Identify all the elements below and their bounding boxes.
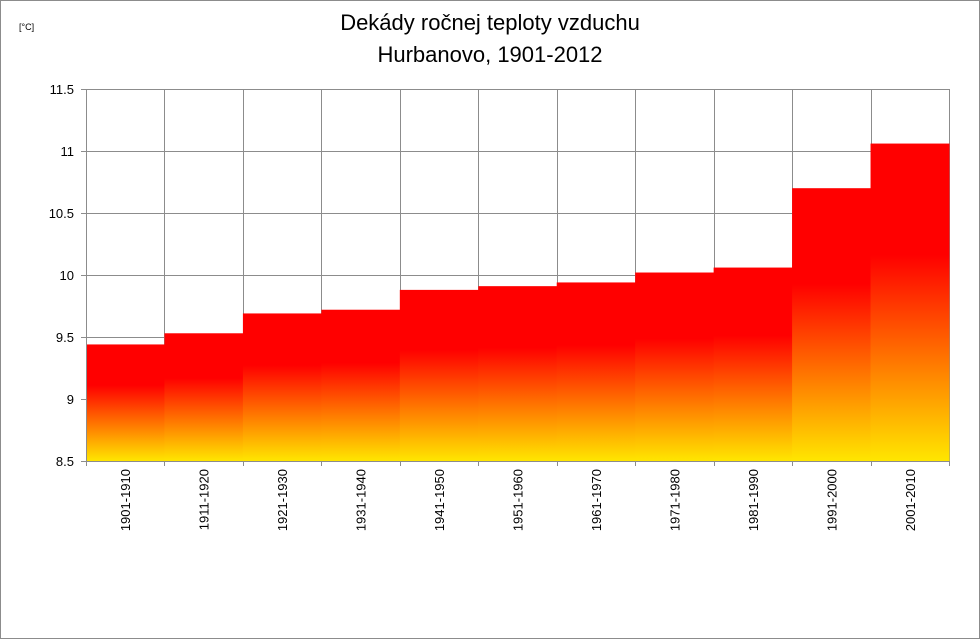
bar-2001-2010: [870, 143, 950, 461]
bar-1971-1980: [635, 272, 715, 461]
bar-1981-1990: [713, 267, 793, 461]
axes: [81, 89, 950, 466]
bar-1901-1910: [86, 344, 165, 461]
x-tick-label: 1901-1910: [118, 469, 133, 531]
y-axis-unit-label: [°C]: [19, 22, 35, 32]
x-tick-label: 1951-1960: [511, 469, 526, 531]
chart-title-line-1: Dekády ročnej teploty vzduchu: [340, 10, 640, 35]
x-tick-label: 1941-1950: [432, 469, 447, 531]
y-tick-label: 11: [61, 144, 75, 159]
x-tick-label: 1971-1980: [667, 469, 682, 531]
chart-title: Dekády ročnej teploty vzduchu Hurbanovo,…: [1, 7, 979, 71]
y-tick-label: 10: [60, 268, 74, 283]
bar-1931-1940: [321, 309, 401, 461]
chart-title-line-2: Hurbanovo, 1901-2012: [377, 42, 603, 67]
x-tick-label: 1991-2000: [824, 469, 839, 531]
y-tick-label: 11.5: [50, 82, 74, 97]
x-tick-label: 1931-1940: [354, 469, 369, 531]
x-tick-label: 2001-2010: [903, 469, 918, 531]
y-tick-labels: 8.5 9 9.5 10 10.5 11 11.5: [49, 82, 74, 469]
x-tick-label: 1921-1930: [275, 469, 290, 531]
bars: [86, 143, 950, 461]
y-tick-label: 8.5: [56, 454, 74, 469]
bar-1941-1950: [399, 289, 479, 461]
bar-1991-2000: [792, 188, 872, 461]
x-tick-label: 1961-1970: [589, 469, 604, 531]
y-tick-label: 10.5: [49, 206, 74, 221]
bar-1961-1970: [556, 282, 636, 461]
x-tick-label: 1911-1920: [197, 469, 212, 530]
bar-1951-1960: [478, 286, 558, 461]
bar-1921-1930: [242, 313, 322, 461]
bar-1911-1920: [164, 333, 244, 461]
x-tick-labels: 1901-1910 1911-1920 1921-1930 1931-1940 1941…: [118, 469, 918, 531]
y-tick-label: 9.5: [56, 330, 74, 345]
y-tick-label: 9: [67, 392, 74, 407]
x-tick-label: 1981-1990: [746, 469, 761, 531]
